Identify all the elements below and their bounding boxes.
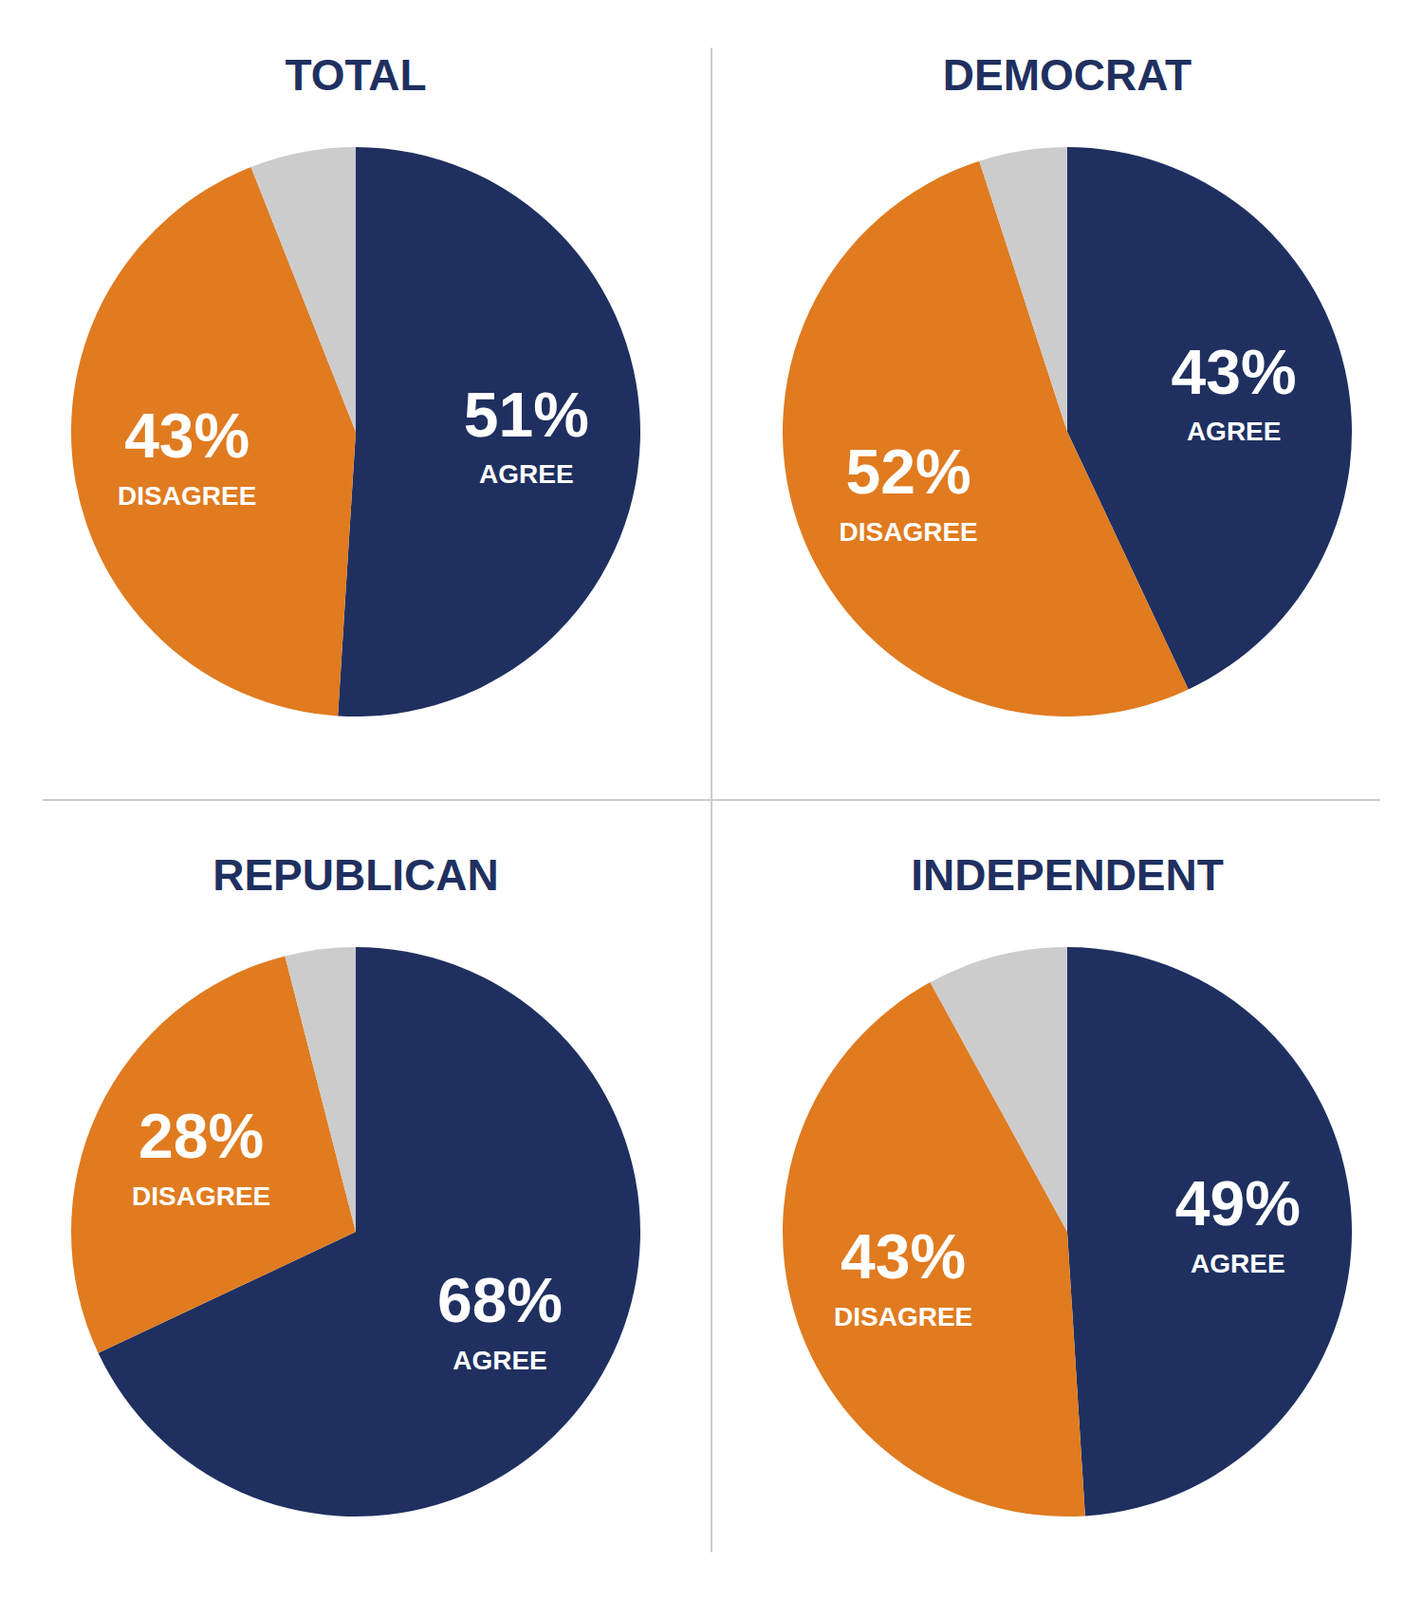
labels: 43% AGREE 52% DISAGREE: [839, 336, 1297, 547]
chart-title: INDEPENDENT: [910, 850, 1224, 900]
slice: [929, 946, 1068, 1232]
pie-chart: REPUBLICAN 68% AGREE 28% DISAGREE: [71, 850, 641, 1516]
labels: 68% AGREE 28% DISAGREE: [131, 1100, 563, 1375]
category-label: AGREE: [1190, 1248, 1286, 1278]
slice: [979, 147, 1068, 432]
category-label: AGREE: [479, 459, 574, 489]
category-label: DISAGREE: [117, 480, 257, 511]
value-label: 51%: [463, 379, 590, 450]
value-label: 43%: [840, 1220, 966, 1292]
slices: [71, 946, 641, 1516]
chart-title: REPUBLICAN: [212, 850, 499, 900]
value-label: 52%: [846, 436, 972, 507]
value-label: 49%: [1175, 1167, 1301, 1239]
pie-chart: INDEPENDENT 49% AGREE 43% DISAGREE: [782, 850, 1352, 1516]
category-label: DISAGREE: [833, 1301, 973, 1331]
chart-title: DEMOCRAT: [942, 50, 1192, 100]
value-label: 43%: [124, 400, 250, 471]
slice: [1067, 946, 1352, 1516]
slice: [782, 161, 1189, 717]
value-label: 28%: [138, 1100, 264, 1171]
category-label: AGREE: [1186, 416, 1282, 446]
slice: [251, 147, 356, 432]
category-label: AGREE: [452, 1345, 548, 1375]
page: {"chart_data": [ {"type": "pie", "title"…: [0, 0, 1423, 1600]
value-label: 43%: [1171, 336, 1297, 407]
category-label: DISAGREE: [839, 517, 979, 547]
slices: [71, 147, 641, 717]
chart-title: TOTAL: [284, 50, 426, 100]
pie-chart: DEMOCRAT 43% AGREE 52% DISAGREE: [782, 50, 1352, 717]
background: [0, 0, 1423, 1600]
pie-chart: TOTAL 51% AGREE 43% DISAGREE: [71, 50, 641, 717]
figure: TOTAL 51% AGREE 43% DISAGREE DEMOCRAT 43% AGREE…: [0, 0, 1423, 1600]
slice: [284, 946, 356, 1232]
slices: [782, 946, 1352, 1516]
divider: [710, 48, 713, 1553]
labels: 51% AGREE 43% DISAGREE: [117, 379, 590, 511]
category-label: DISAGREE: [131, 1181, 271, 1211]
value-label: 68%: [437, 1264, 563, 1335]
labels: 49% AGREE 43% DISAGREE: [833, 1167, 1301, 1331]
slices: [782, 147, 1352, 717]
slice: [337, 147, 641, 717]
